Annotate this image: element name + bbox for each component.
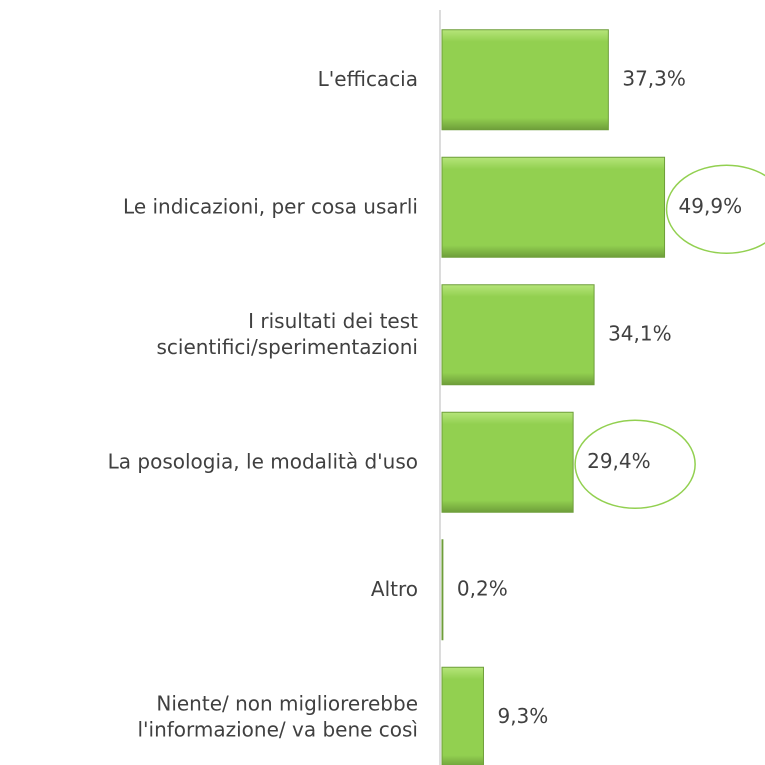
- value-label: 49,9%: [679, 194, 743, 218]
- category-label-line: Le indicazioni, per cosa usarli: [123, 194, 418, 218]
- category-label: Le indicazioni, per cosa usarli: [123, 194, 418, 218]
- category-label: Altro: [371, 576, 418, 600]
- category-label: I risultati dei test scientifici/sperimen…: [156, 308, 418, 358]
- value-label: 0,2%: [457, 576, 508, 600]
- value-label: 37,3%: [622, 66, 686, 90]
- bar: [441, 29, 609, 131]
- value-label: 9,3%: [497, 704, 548, 728]
- highlight-circle: [665, 164, 765, 254]
- bar: [441, 284, 595, 386]
- category-label-line: scientifici/sperimentazioni: [156, 334, 418, 358]
- category-label-line: Niente/ non migliorerebbe: [156, 691, 418, 715]
- category-label-line: L'efficacia: [318, 66, 418, 90]
- category-label: L'efficacia: [318, 66, 418, 90]
- bar: [441, 666, 484, 765]
- category-label-line: Altro: [371, 576, 418, 600]
- value-label: 29,4%: [587, 449, 651, 473]
- value-label: 34,1%: [608, 321, 672, 345]
- bar: [441, 539, 444, 641]
- bar: [441, 411, 574, 513]
- category-label-line: La posologia, le modalità d'uso: [108, 449, 418, 473]
- highlight-circle: [574, 419, 696, 509]
- category-label: La posologia, le modalità d'uso: [108, 449, 418, 473]
- category-label-line: l'informazione/ va bene così: [137, 717, 418, 741]
- bar: [441, 156, 666, 258]
- category-label: Niente/ non migliorerebbe l'informazione/…: [137, 691, 418, 741]
- category-label-line: I risultati dei test: [248, 308, 418, 332]
